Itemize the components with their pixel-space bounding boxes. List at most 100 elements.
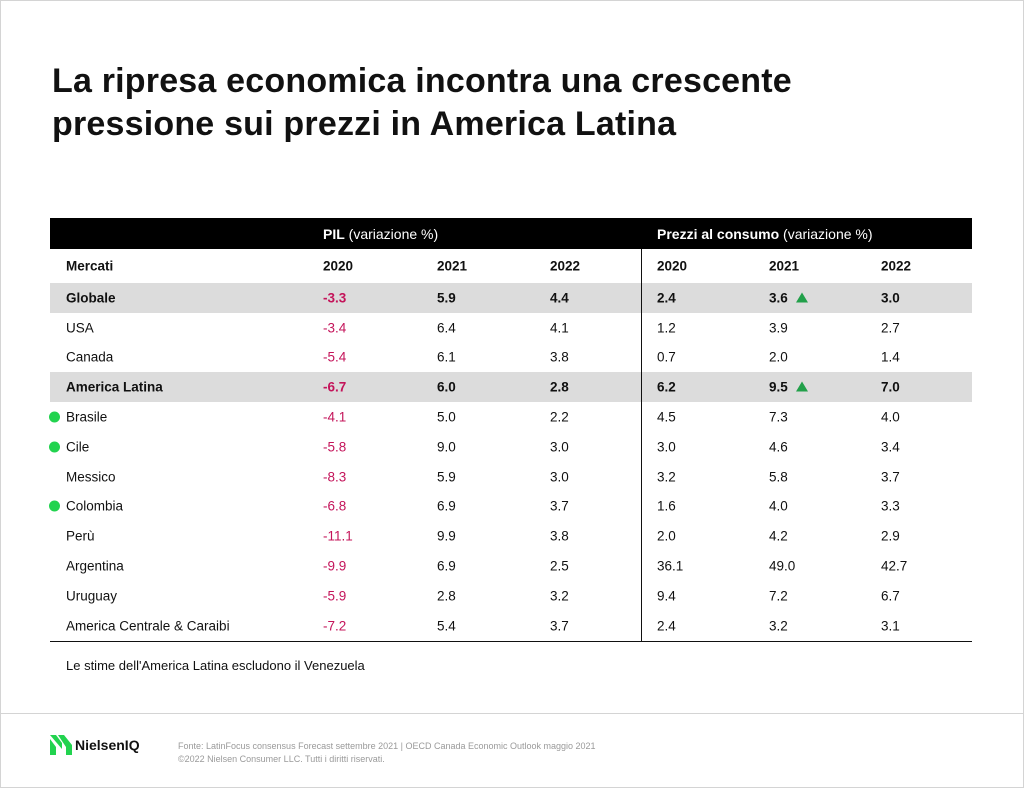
- value-cell: 7.0: [881, 380, 900, 395]
- table-row: America Centrale & Caraibi -7.2 5.4 3.7 2.4 3…: [50, 611, 972, 641]
- table-row: America Latina -6.7 6.0 2.8 6.2 9.5 7.0: [50, 372, 972, 403]
- market-name: America Latina: [66, 379, 163, 395]
- value-text: 6.1: [437, 349, 456, 365]
- value-cell: 3.4: [881, 439, 900, 454]
- value-text: 4.6: [769, 439, 788, 455]
- value-cell: 2.5: [550, 559, 569, 574]
- value-cell: -5.8: [323, 439, 346, 454]
- value-cell: 49.0: [769, 559, 795, 574]
- value-cell: 3.0: [657, 439, 676, 454]
- value-text: 1.4: [881, 349, 900, 365]
- nielseniq-mark-icon: [50, 735, 72, 755]
- source-line-2: ©2022 Nielsen Consumer LLC. Tutti i diri…: [178, 754, 385, 764]
- value-cell: 5.8: [769, 469, 788, 484]
- value-cell: 7.2: [769, 588, 788, 603]
- value-text: 5.9: [437, 469, 456, 485]
- market-name: Argentina: [66, 558, 124, 574]
- value-cell: -11.1: [323, 529, 353, 544]
- column-header: Mercati: [66, 258, 114, 274]
- value-text: 3.9: [769, 320, 788, 336]
- value-cell: 3.6: [769, 290, 808, 305]
- table-row: Messico -8.3 5.9 3.0 3.2 5.8 3.7: [50, 462, 972, 492]
- value-text: 5.4: [437, 618, 456, 634]
- value-cell: 3.0: [550, 439, 569, 454]
- column-separator: [641, 249, 642, 641]
- value-text: -5.9: [323, 588, 347, 604]
- page-title: La ripresa economica incontra una cresce…: [52, 62, 792, 143]
- value-cell: 5.0: [437, 410, 456, 425]
- table-row: Cile -5.8 9.0 3.0 3.0 4.6 3.4: [49, 432, 972, 462]
- value-text: 1.6: [657, 498, 676, 514]
- value-text: 9.4: [657, 588, 676, 604]
- group-prezzi-bold: Prezzi al consumo: [657, 226, 780, 242]
- market-name: Globale: [66, 290, 116, 306]
- value-text: 4.4: [550, 290, 569, 306]
- value-cell: -9.9: [323, 559, 346, 574]
- value-text: 36.1: [657, 558, 684, 574]
- value-cell: 4.0: [769, 499, 788, 514]
- value-cell: 2.4: [657, 290, 676, 305]
- value-text: 3.0: [550, 439, 569, 455]
- value-cell: 9.9: [437, 529, 456, 544]
- value-text: -9.9: [323, 558, 347, 574]
- value-cell: 6.2: [657, 380, 676, 395]
- value-cell: 6.1: [437, 350, 456, 365]
- group-pil-bold: PIL: [323, 226, 345, 242]
- value-cell: -8.3: [323, 469, 346, 484]
- value-text: 3.7: [550, 618, 569, 634]
- value-cell: 6.9: [437, 499, 456, 514]
- value-text: 2.4: [657, 290, 676, 306]
- value-cell: 6.7: [881, 588, 900, 603]
- value-cell: 4.2: [769, 529, 788, 544]
- value-cell: 4.4: [550, 290, 569, 305]
- value-text: 7.0: [881, 379, 900, 395]
- value-text: -3.4: [323, 320, 347, 336]
- footer-divider: [0, 713, 1024, 714]
- table-row: Uruguay -5.9 2.8 3.2 9.4 7.2 6.7: [50, 581, 972, 611]
- value-text: 9.9: [437, 528, 456, 544]
- value-text: 9.0: [437, 439, 456, 455]
- value-text: 3.6: [769, 290, 788, 306]
- value-text: 6.7: [881, 588, 900, 604]
- market-name: Canada: [66, 349, 114, 365]
- value-text: 3.2: [769, 618, 788, 634]
- value-text: 4.0: [769, 498, 788, 514]
- value-cell: 42.7: [881, 559, 907, 574]
- value-text: 3.8: [550, 528, 569, 544]
- value-text: 6.4: [437, 320, 456, 336]
- value-cell: 9.5: [769, 380, 808, 395]
- value-text: 3.7: [881, 469, 900, 485]
- market-name: Uruguay: [66, 588, 118, 604]
- value-cell: 4.5: [657, 410, 676, 425]
- table-row: Globale -3.3 5.9 4.4 2.4 3.6 3.0: [50, 283, 972, 313]
- value-text: 4.1: [550, 320, 569, 336]
- table-group-header: PIL (variazione %) Prezzi al consumo (va…: [50, 218, 972, 249]
- green-dot-icon: [49, 441, 60, 453]
- value-text: 6.2: [657, 379, 676, 395]
- value-text: 2.0: [657, 528, 676, 544]
- value-text: 2.7: [881, 320, 900, 336]
- column-header: 2020: [323, 258, 354, 274]
- market-name: Messico: [66, 469, 116, 485]
- up-arrow-icon: [795, 381, 808, 392]
- value-text: 6.0: [437, 379, 456, 395]
- value-cell: 2.0: [769, 350, 788, 365]
- value-cell: 3.2: [657, 469, 676, 484]
- value-cell: 3.1: [881, 618, 900, 633]
- market-name: Perù: [66, 528, 95, 544]
- value-text: -11.1: [323, 528, 353, 544]
- value-cell: 6.4: [437, 320, 456, 335]
- value-cell: -5.4: [323, 350, 346, 365]
- value-cell: 36.1: [657, 559, 683, 574]
- value-text: -7.2: [323, 618, 347, 634]
- value-cell: -7.2: [323, 618, 346, 633]
- table-row: Brasile -4.1 5.0 2.2 4.5 7.3 4.0: [49, 402, 972, 432]
- value-cell: 3.8: [550, 350, 569, 365]
- value-text: -6.8: [323, 498, 347, 514]
- column-header: 2022: [881, 258, 912, 274]
- market-name: America Centrale & Caraibi: [66, 618, 230, 634]
- value-text: 0.7: [657, 349, 676, 365]
- group-header-pil: PIL (variazione %): [323, 226, 438, 242]
- column-header: 2021: [437, 258, 468, 274]
- value-text: 4.2: [769, 528, 788, 544]
